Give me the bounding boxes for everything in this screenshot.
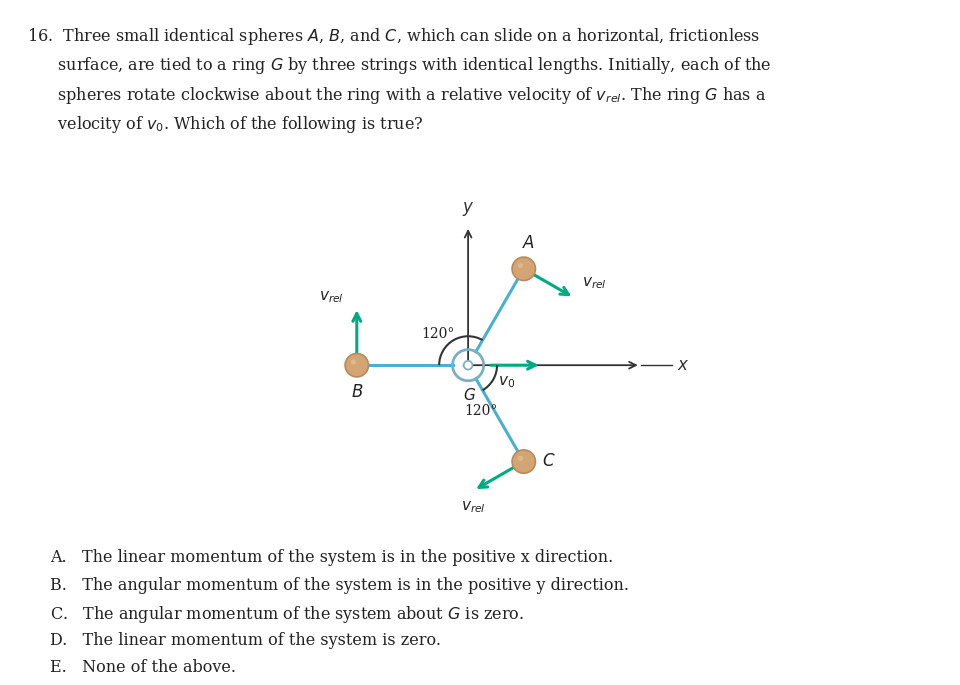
Text: $v_{rel}$: $v_{rel}$ bbox=[582, 275, 607, 291]
Text: D.   The linear momentum of the system is zero.: D. The linear momentum of the system is … bbox=[50, 632, 441, 649]
Text: A.   The linear momentum of the system is in the positive x direction.: A. The linear momentum of the system is … bbox=[50, 549, 613, 566]
Text: E.   None of the above.: E. None of the above. bbox=[50, 659, 236, 676]
Circle shape bbox=[464, 361, 472, 369]
Text: $C$: $C$ bbox=[542, 453, 556, 470]
Text: velocity of $v_0$. Which of the following is true?: velocity of $v_0$. Which of the followin… bbox=[27, 114, 423, 136]
Text: $v_0$: $v_0$ bbox=[498, 374, 516, 390]
Text: 16.  Three small identical spheres $A$, $B$, and $C$, which can slide on a horiz: 16. Three small identical spheres $A$, $… bbox=[27, 26, 760, 47]
Text: $v_{rel}$: $v_{rel}$ bbox=[461, 499, 486, 515]
Text: $v_{rel}$: $v_{rel}$ bbox=[319, 289, 344, 305]
Text: $B$: $B$ bbox=[350, 384, 363, 401]
Text: $A$: $A$ bbox=[521, 234, 535, 251]
Text: C.   The angular momentum of the system about $G$ is zero.: C. The angular momentum of the system ab… bbox=[50, 604, 524, 625]
Text: surface, are tied to a ring $G$ by three strings with identical lengths. Initial: surface, are tied to a ring $G$ by three… bbox=[27, 55, 771, 77]
Text: spheres rotate clockwise about the ring with a relative velocity of $v_{rel}$. T: spheres rotate clockwise about the ring … bbox=[27, 85, 766, 106]
Circle shape bbox=[517, 456, 523, 461]
Circle shape bbox=[351, 360, 356, 364]
Text: $y$: $y$ bbox=[462, 200, 474, 219]
Text: $G$: $G$ bbox=[463, 388, 476, 403]
Text: 120°: 120° bbox=[421, 327, 455, 341]
Text: 120°: 120° bbox=[465, 404, 498, 418]
Text: $x$: $x$ bbox=[678, 357, 690, 374]
Circle shape bbox=[512, 257, 536, 280]
Circle shape bbox=[512, 450, 536, 473]
Text: B.   The angular momentum of the system is in the positive y direction.: B. The angular momentum of the system is… bbox=[50, 577, 629, 594]
Circle shape bbox=[345, 353, 369, 377]
Circle shape bbox=[517, 263, 523, 268]
